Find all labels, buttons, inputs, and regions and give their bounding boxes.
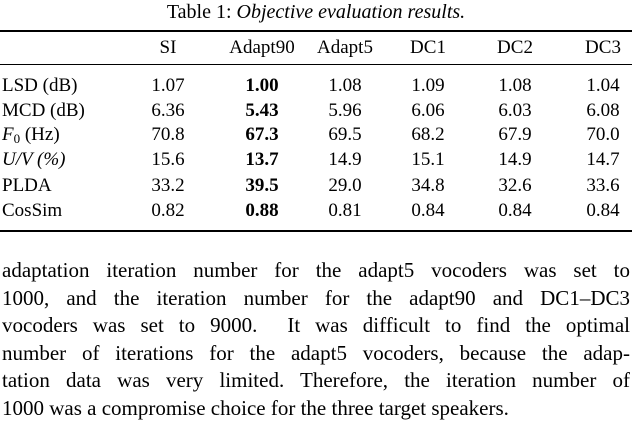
label-part: U/V	[2, 149, 33, 170]
table-cell: 13.7	[245, 149, 279, 170]
paragraph-line: 1000, and the iteration number for the a…	[2, 285, 630, 310]
table-cell: 14.9	[498, 149, 532, 170]
paragraph-line: vocoders was set to 9000. It was difficu…	[2, 313, 630, 338]
row-label: U/V (%)	[2, 148, 66, 172]
column-header: DC3	[585, 37, 621, 58]
label-part: CosSim	[2, 200, 63, 221]
column-header: Adapt90	[229, 37, 295, 58]
table-cell: 6.36	[151, 100, 185, 121]
bottom-rule	[0, 230, 632, 232]
table-cell: 0.84	[498, 200, 532, 221]
table-cell: 39.5	[245, 175, 279, 196]
label-part: PLDA	[2, 175, 52, 196]
row-label: PLDA	[2, 174, 52, 198]
paragraph-line: tation data was very limited. Therefore,…	[2, 368, 630, 393]
column-header: SI	[159, 37, 177, 58]
table-cell: 5.96	[328, 100, 362, 121]
table-cell: 0.82	[151, 200, 185, 221]
table-cell: 29.0	[328, 175, 362, 196]
label-part: (Hz)	[20, 124, 60, 145]
label-part: F	[2, 124, 14, 145]
table-cell: 67.3	[245, 124, 279, 145]
table-cell: 1.07	[151, 75, 185, 96]
table-cell: 67.9	[498, 124, 532, 145]
paragraph-line: 1000 was a compromise choice for the thr…	[2, 396, 509, 420]
table-cell: 6.08	[586, 100, 620, 121]
table-cell: 5.43	[245, 100, 279, 121]
column-header: DC2	[497, 37, 533, 58]
table-cell: 70.0	[586, 124, 620, 145]
table-cell: 1.08	[498, 75, 532, 96]
label-part: 0	[13, 131, 21, 146]
table-cell: 33.6	[586, 175, 620, 196]
table-cell: 6.06	[411, 100, 445, 121]
column-header: DC1	[410, 37, 446, 58]
label-part: MCD (dB)	[2, 100, 85, 121]
table-cell: 15.6	[151, 149, 185, 170]
label-part: (%)	[32, 149, 66, 170]
table-cell: 32.6	[498, 175, 532, 196]
table-cell: 15.1	[411, 149, 445, 170]
table-cell: 1.04	[586, 75, 620, 96]
row-label: CosSim	[2, 199, 62, 223]
table-cell: 69.5	[328, 124, 362, 145]
table-cell: 0.84	[586, 200, 620, 221]
top-rule	[0, 30, 632, 32]
table-cell: 1.08	[328, 75, 362, 96]
table-cell: 0.88	[245, 200, 279, 221]
row-label: MCD (dB)	[2, 99, 85, 123]
caption-label: Table 1:	[166, 1, 232, 23]
table-cell: 34.8	[411, 175, 445, 196]
table-cell: 68.2	[411, 124, 445, 145]
table-cell: 14.9	[328, 149, 362, 170]
column-header: Adapt5	[317, 37, 373, 58]
table-cell: 1.09	[411, 75, 445, 96]
mid-rule	[0, 64, 632, 65]
label-part: LSD (dB)	[2, 75, 78, 96]
row-label: LSD (dB)	[2, 74, 77, 98]
table-cell: 70.8	[151, 124, 185, 145]
table-cell: 6.03	[498, 100, 532, 121]
table-caption: Table 1: Objective evaluation results.	[0, 0, 632, 24]
table-cell: 0.81	[328, 200, 362, 221]
table-cell: 14.7	[586, 149, 620, 170]
caption-text: Objective evaluation results.	[236, 1, 466, 23]
table-cell: 1.00	[245, 75, 279, 96]
table-cell: 0.84	[411, 200, 445, 221]
table-cell: 33.2	[151, 175, 185, 196]
paragraph-line: adaptation iteration number for the adap…	[2, 258, 630, 282]
row-label: F0 (Hz)	[2, 123, 60, 147]
paragraph-line: number of iterations for the adapt5 voco…	[2, 340, 630, 365]
